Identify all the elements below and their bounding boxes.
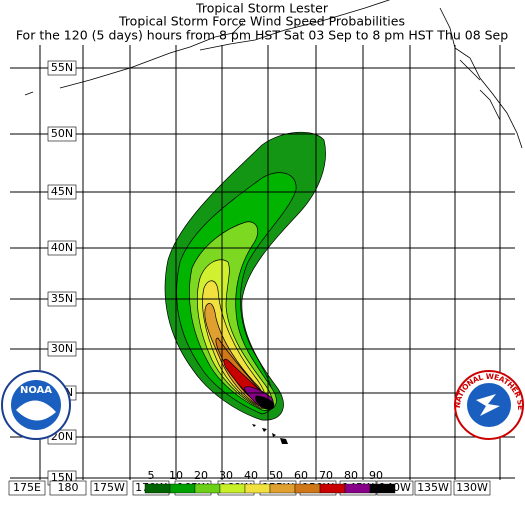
noaa-logo: NOAA <box>1 370 71 440</box>
legend: 5 10 20 30 40 50 60 70 80 90 <box>144 469 396 494</box>
legend-swatch <box>269 483 296 494</box>
latitude-label: 50N <box>51 127 73 140</box>
legend-label: 60 <box>294 469 308 482</box>
legend-label: 5 <box>148 469 155 482</box>
subtitle: Tropical Storm Force Wind Speed Probabil… <box>118 14 405 29</box>
label-box <box>49 480 87 496</box>
legend-label: 70 <box>319 469 333 482</box>
title: Tropical Storm Lester <box>195 1 329 16</box>
label-box <box>47 126 77 142</box>
legend-swatch <box>194 483 221 494</box>
legend-label: 90 <box>369 469 383 482</box>
legend-swatch <box>219 483 246 494</box>
legend-label: 80 <box>344 469 358 482</box>
longitude-label: 175E <box>13 481 41 494</box>
label-box <box>414 480 452 496</box>
legend-label: 50 <box>269 469 283 482</box>
legend-swatch <box>144 483 171 494</box>
longitude-label: 135W <box>417 481 449 494</box>
legend-swatch <box>169 483 196 494</box>
longitude-label: 175W <box>93 481 125 494</box>
latitude-label: 45N <box>51 185 73 198</box>
label-box <box>47 291 77 307</box>
legend-swatch <box>369 483 396 494</box>
coastline <box>24 0 523 444</box>
latitude-label: 30N <box>51 342 73 355</box>
label-box <box>47 184 77 200</box>
legend-swatch <box>294 483 321 494</box>
subtitle: For the 120 (5 days) hours from 8 pm HST… <box>16 28 508 43</box>
legend-swatch <box>244 483 271 494</box>
label-box <box>47 341 77 357</box>
label-box <box>453 480 491 496</box>
longitude-label: 180 <box>58 481 79 494</box>
legend-swatch <box>319 483 346 494</box>
latitude-label: 55N <box>51 61 73 74</box>
legend-label: 40 <box>244 469 258 482</box>
legend-label: 30 <box>219 469 233 482</box>
longitude-label: 130W <box>456 481 488 494</box>
label-box <box>47 240 77 256</box>
legend-label: 20 <box>194 469 208 482</box>
label-box <box>8 480 46 496</box>
logo-text: NOAA <box>20 385 52 396</box>
legend-swatch <box>344 483 371 494</box>
probability-swath <box>164 131 326 421</box>
latitude-label: 40N <box>51 241 73 254</box>
label-box <box>47 60 77 76</box>
label-box <box>90 480 128 496</box>
legend-label: 10 <box>169 469 183 482</box>
latitude-label: 35N <box>51 292 73 305</box>
